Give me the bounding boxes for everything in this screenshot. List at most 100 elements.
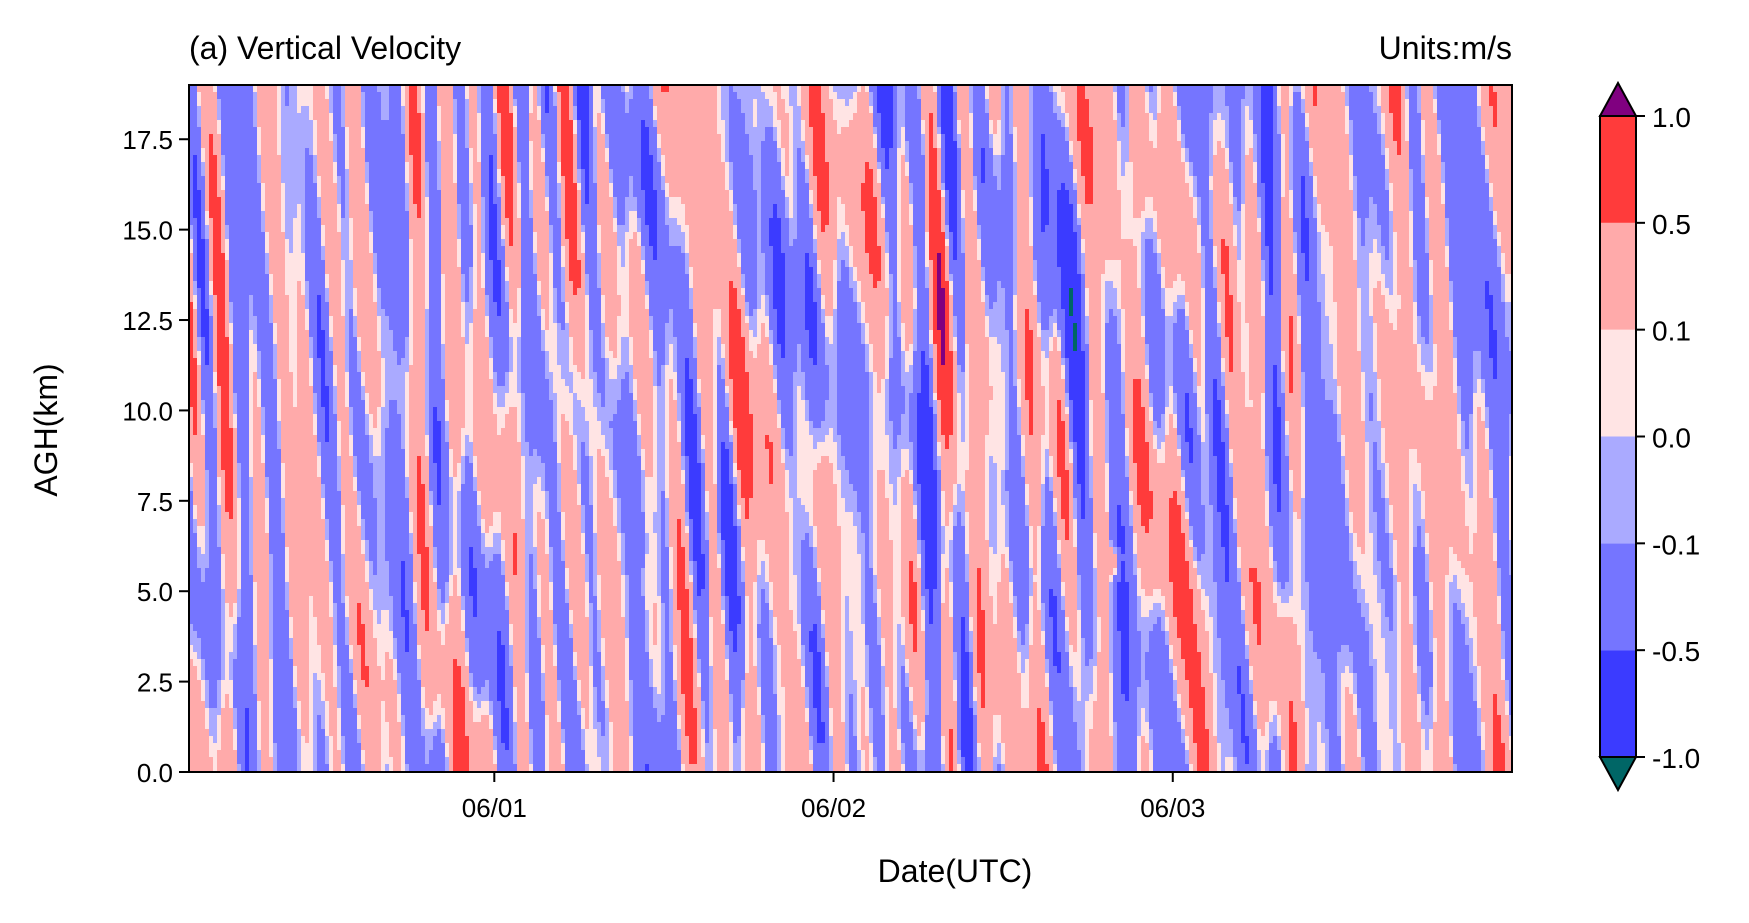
field-cell — [1181, 113, 1186, 121]
field-cell — [573, 85, 578, 93]
units-label: Units:m/s — [1379, 30, 1512, 66]
field-cell — [645, 148, 650, 156]
field-cell — [213, 85, 218, 93]
field-cell — [1005, 148, 1010, 156]
field-cell — [485, 85, 490, 93]
field-cell — [1065, 92, 1070, 100]
field-cell — [1069, 183, 1074, 191]
field-cell — [453, 141, 458, 149]
field-cell — [1337, 99, 1342, 107]
field-cell — [581, 176, 586, 184]
field-cell — [349, 134, 354, 142]
field-cell — [1445, 92, 1450, 100]
field-cell — [237, 176, 242, 184]
field-cell — [917, 127, 922, 135]
field-cell — [229, 190, 234, 198]
field-cell — [1389, 120, 1394, 128]
field-cell — [833, 169, 838, 177]
field-cell — [1465, 155, 1470, 163]
field-cell — [377, 162, 382, 170]
field-cell — [1193, 183, 1198, 191]
field-cell — [781, 148, 786, 156]
field-cell — [1065, 85, 1070, 93]
field-cell — [821, 106, 826, 114]
field-cell — [1289, 155, 1294, 163]
field-cell — [537, 148, 542, 156]
field-cell — [409, 113, 414, 121]
field-cell — [1369, 120, 1374, 128]
field-cell — [721, 85, 726, 93]
field-cell — [1493, 176, 1498, 184]
field-cell — [753, 176, 758, 184]
field-cell — [853, 127, 858, 135]
field-cell — [549, 92, 554, 100]
field-cell — [861, 113, 866, 121]
field-cell — [757, 99, 762, 107]
field-cell — [1437, 106, 1442, 114]
field-cell — [689, 141, 694, 149]
field-cell — [245, 92, 250, 100]
field-cell — [1413, 106, 1418, 114]
field-cell — [1473, 85, 1478, 93]
field-cell — [1437, 141, 1442, 149]
field-cell — [429, 148, 434, 156]
field-cell — [1369, 148, 1374, 156]
field-cell — [965, 176, 970, 184]
field-cell — [221, 169, 226, 177]
field-cell — [1153, 183, 1158, 191]
field-cell — [729, 113, 734, 121]
field-cell — [313, 169, 318, 177]
field-cell — [309, 141, 314, 149]
field-cell — [793, 92, 798, 100]
field-cell — [605, 120, 610, 128]
field-cell — [401, 113, 406, 121]
field-cell — [1441, 99, 1446, 107]
field-cell — [561, 141, 566, 149]
field-cell — [265, 127, 270, 135]
field-cell — [725, 106, 730, 114]
field-cell — [781, 183, 786, 191]
field-cell — [1265, 120, 1270, 128]
field-cell — [513, 113, 518, 121]
field-cell — [653, 183, 658, 191]
field-cell — [241, 183, 246, 191]
field-cell — [221, 99, 226, 107]
field-cell — [881, 120, 886, 128]
field-cell — [1045, 169, 1050, 177]
field-cell — [1045, 106, 1050, 114]
field-cell — [1289, 162, 1294, 170]
field-cell — [449, 148, 454, 156]
field-cell — [549, 155, 554, 163]
field-cell — [493, 155, 498, 163]
field-cell — [789, 113, 794, 121]
field-cell — [1473, 141, 1478, 149]
field-cell — [577, 106, 582, 114]
field-cell — [1233, 127, 1238, 135]
field-cell — [317, 162, 322, 170]
field-cell — [489, 113, 494, 121]
field-cell — [1377, 134, 1382, 142]
field-cell — [561, 113, 566, 121]
field-cell — [701, 148, 706, 156]
field-cell — [885, 99, 890, 107]
field-cell — [385, 141, 390, 149]
field-cell — [1213, 106, 1218, 114]
field-cell — [1473, 113, 1478, 121]
field-cell — [321, 176, 326, 184]
field-cell — [805, 183, 810, 191]
field-cell — [589, 92, 594, 100]
field-cell — [1357, 134, 1362, 142]
field-cell — [1301, 113, 1306, 121]
field-cell — [1021, 106, 1026, 114]
field-cell — [937, 141, 942, 149]
field-cell — [1073, 106, 1078, 114]
field-cell — [309, 92, 314, 100]
field-cell — [489, 127, 494, 135]
field-cell — [205, 99, 210, 107]
field-cell — [685, 106, 690, 114]
field-cell — [789, 127, 794, 135]
field-cell — [233, 92, 238, 100]
field-cell — [1017, 134, 1022, 142]
field-cell — [1177, 169, 1182, 177]
field-cell — [1221, 162, 1226, 170]
